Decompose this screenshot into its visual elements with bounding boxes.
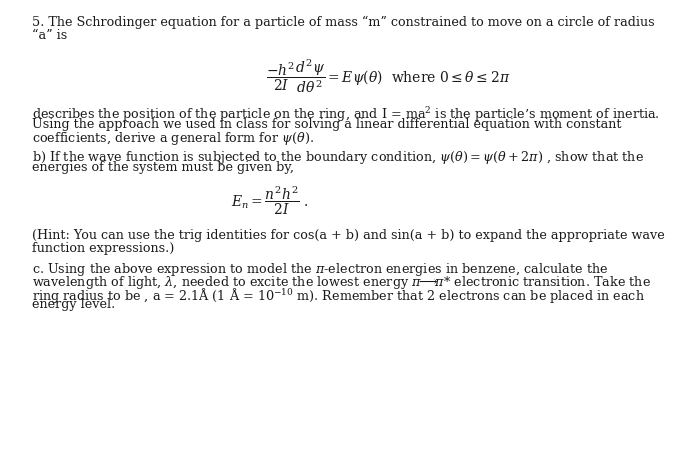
Text: energies of the system must be given by,: energies of the system must be given by, bbox=[32, 161, 293, 174]
Text: $E_n = \dfrac{n^2 h^2}{2I}$ .: $E_n = \dfrac{n^2 h^2}{2I}$ . bbox=[231, 185, 309, 218]
Text: (Hint: You can use the trig identities for cos(a + b) and sin(a + b) to expand t: (Hint: You can use the trig identities f… bbox=[32, 229, 664, 242]
Text: ring radius to be , a = 2.1Å (1 Å = 10$^{-10}$ m). Remember that 2 electrons can: ring radius to be , a = 2.1Å (1 Å = 10$^… bbox=[32, 286, 644, 305]
Text: c. Using the above expression to model the $\pi$-electron energies in benzene, c: c. Using the above expression to model t… bbox=[32, 261, 608, 278]
Text: describes the position of the particle on the ring, and I = ma$^2$ is the partic: describes the position of the particle o… bbox=[32, 105, 659, 124]
Text: 5. The Schrodinger equation for a particle of mass “m” constrained to move on a : 5. The Schrodinger equation for a partic… bbox=[32, 16, 654, 30]
Text: b) If the wave function is subjected to the boundary condition, $\psi(\theta) = : b) If the wave function is subjected to … bbox=[32, 149, 643, 166]
Text: function expressions.): function expressions.) bbox=[32, 242, 174, 255]
Text: coefficients, derive a general form for $\psi(\theta)$.: coefficients, derive a general form for … bbox=[32, 130, 314, 147]
Text: $\dfrac{-h^2}{2I}\dfrac{d^2\psi}{d\theta^2} = E\psi(\theta)$  where $0 \leq \the: $\dfrac{-h^2}{2I}\dfrac{d^2\psi}{d\theta… bbox=[266, 57, 510, 95]
Text: “a” is: “a” is bbox=[32, 29, 66, 42]
Text: energy level.: energy level. bbox=[32, 298, 115, 311]
Text: wavelength of light, $\lambda$, needed to excite the lowest energy $\pi$$\!\!\lo: wavelength of light, $\lambda$, needed t… bbox=[32, 274, 650, 291]
Text: Using the approach we used in class for solving a linear differential equation w: Using the approach we used in class for … bbox=[32, 118, 621, 131]
